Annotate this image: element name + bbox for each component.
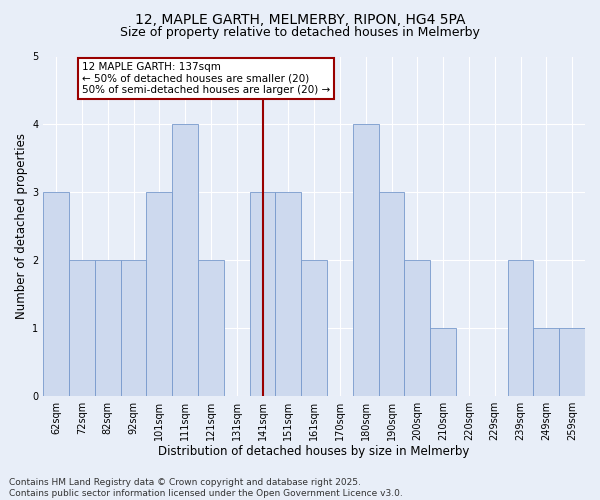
Bar <box>69 260 95 396</box>
Bar <box>198 260 224 396</box>
Text: 12 MAPLE GARTH: 137sqm
← 50% of detached houses are smaller (20)
50% of semi-det: 12 MAPLE GARTH: 137sqm ← 50% of detached… <box>82 62 330 95</box>
Bar <box>43 192 69 396</box>
Bar <box>353 124 379 396</box>
Bar <box>533 328 559 396</box>
Bar <box>172 124 198 396</box>
X-axis label: Distribution of detached houses by size in Melmerby: Distribution of detached houses by size … <box>158 444 470 458</box>
Bar <box>404 260 430 396</box>
Bar <box>379 192 404 396</box>
Y-axis label: Number of detached properties: Number of detached properties <box>15 134 28 320</box>
Text: Contains HM Land Registry data © Crown copyright and database right 2025.
Contai: Contains HM Land Registry data © Crown c… <box>9 478 403 498</box>
Bar <box>430 328 456 396</box>
Bar <box>121 260 146 396</box>
Bar <box>146 192 172 396</box>
Bar <box>301 260 327 396</box>
Text: Size of property relative to detached houses in Melmerby: Size of property relative to detached ho… <box>120 26 480 39</box>
Bar <box>275 192 301 396</box>
Bar <box>95 260 121 396</box>
Bar <box>508 260 533 396</box>
Text: 12, MAPLE GARTH, MELMERBY, RIPON, HG4 5PA: 12, MAPLE GARTH, MELMERBY, RIPON, HG4 5P… <box>135 12 465 26</box>
Bar <box>559 328 585 396</box>
Bar <box>250 192 275 396</box>
